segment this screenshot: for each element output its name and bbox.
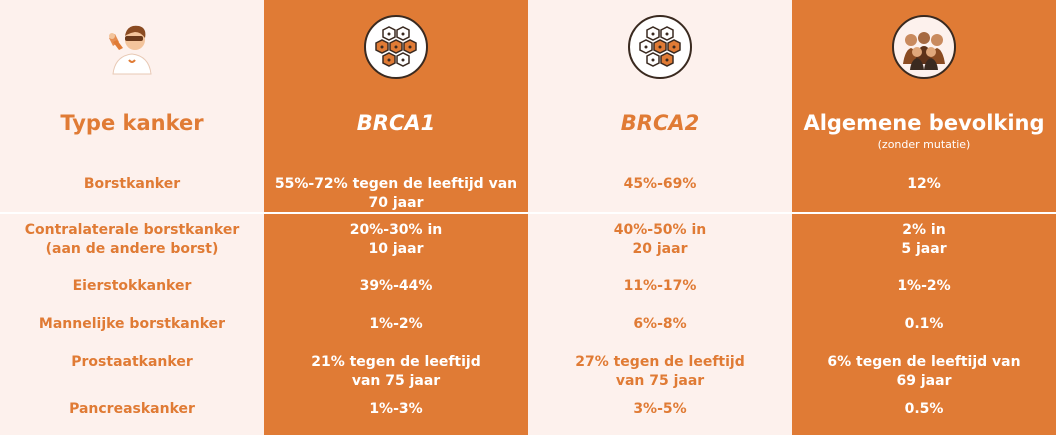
column-title: BRCA1 — [356, 111, 436, 135]
column-title: Algemene bevolking — [803, 111, 1045, 135]
cancer-type-cell: Eierstokkanker — [72, 278, 192, 294]
cancer-type-cell: Pancreaskanker — [69, 401, 195, 417]
risk-value-cell: 21% tegen de leeftijd van 75 jaar — [311, 354, 481, 389]
column-title: Type kanker — [60, 111, 204, 135]
risk-value-cell: 40%-50% in 20 jaar — [613, 222, 707, 257]
dna-cells-icon — [363, 14, 429, 80]
risk-value-cell: 45%-69% — [623, 176, 697, 192]
row-divider — [0, 212, 1056, 214]
risk-value-cell: 39%-44% — [359, 278, 433, 294]
cancer-type-cell: Prostaatkanker — [71, 354, 193, 370]
column-type-kanker: Type kanker Borstkanker Contralaterale b… — [0, 0, 264, 435]
risk-value-cell: 3%-5% — [633, 401, 687, 417]
population-group-icon — [891, 14, 957, 80]
risk-value-cell: 1%-2% — [369, 316, 423, 332]
risk-value-cell: 0.1% — [904, 316, 944, 332]
cancer-type-cell: Mannelijke borstkanker — [38, 316, 226, 332]
risk-value-cell: 6%-8% — [633, 316, 687, 332]
risk-value-cell: 12% — [907, 176, 941, 192]
column-brca1: BRCA1 55%-72% tegen de leeftijd van 70 j… — [264, 0, 528, 435]
column-algemene-bevolking: Algemene bevolking (zonder mutatie) 12% … — [792, 0, 1056, 435]
risk-value-cell: 11%-17% — [623, 278, 697, 294]
cancer-type-cell: Contralaterale borstkanker (aan de ander… — [24, 222, 240, 257]
risk-value-cell: 1%-3% — [369, 401, 423, 417]
column-brca2: BRCA2 45%-69% 40%-50% in 20 jaar 11%-17%… — [528, 0, 792, 435]
cancer-type-cell: Borstkanker — [83, 176, 181, 192]
scientist-icon — [99, 14, 165, 80]
risk-value-cell: 6% tegen de leeftijd van 69 jaar — [827, 354, 1021, 389]
risk-value-cell: 20%-30% in 10 jaar — [349, 222, 443, 257]
risk-value-cell: 55%-72% tegen de leeftijd van 70 jaar — [274, 176, 518, 211]
risk-value-cell: 0.5% — [904, 401, 944, 417]
risk-value-cell: 2% in 5 jaar — [901, 222, 947, 257]
risk-value-cell: 1%-2% — [897, 278, 951, 294]
risk-value-cell: 27% tegen de leeftijd van 75 jaar — [575, 354, 745, 389]
dna-cells-icon — [627, 14, 693, 80]
column-subtitle: (zonder mutatie) — [877, 138, 971, 151]
column-title: BRCA2 — [620, 111, 700, 135]
